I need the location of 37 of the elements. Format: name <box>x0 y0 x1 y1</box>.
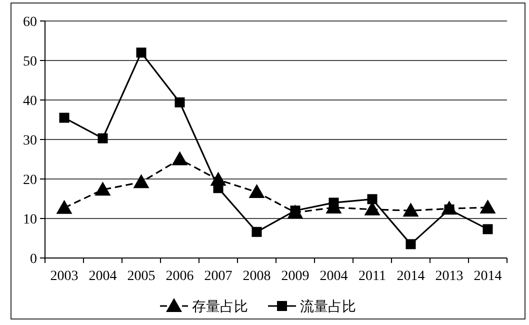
x-tick-label: 2003 <box>50 269 78 284</box>
x-tick-label: 2009 <box>281 269 310 284</box>
y-tick-label: 50 <box>23 54 37 70</box>
point <box>59 112 70 123</box>
point <box>174 97 185 108</box>
point <box>367 194 378 204</box>
point <box>328 198 339 208</box>
x-tick-label: 2013 <box>435 269 464 284</box>
y-tick-label: 30 <box>23 134 37 148</box>
point <box>482 224 493 234</box>
point <box>248 184 265 198</box>
x-tick-label: 2014 <box>396 269 425 284</box>
x-tick-label: 2007 <box>204 269 232 284</box>
point <box>136 48 146 58</box>
point <box>402 202 419 217</box>
point <box>56 200 72 214</box>
x-tick-label: 2005 <box>127 269 156 284</box>
y-tick-label: 20 <box>23 173 37 188</box>
legend-label: 流量占比 <box>300 299 356 315</box>
x-tick-label: 2008 <box>242 269 271 284</box>
y-tick-label: 60 <box>23 15 37 30</box>
point <box>172 151 188 166</box>
point <box>98 133 108 144</box>
x-tick-label: 2004 <box>320 269 348 284</box>
x-tick-label: 2011 <box>358 269 386 284</box>
legend-label: 存量占比 <box>192 299 248 315</box>
point <box>406 239 416 250</box>
point <box>252 226 262 237</box>
y-tick-label: 10 <box>23 212 37 228</box>
x-tick-label: 2006 <box>166 269 194 284</box>
y-tick-label: 40 <box>23 94 37 109</box>
point <box>480 199 496 214</box>
point <box>94 182 111 196</box>
y-tick-label: 0 <box>30 252 37 267</box>
x-tick-label: 2004 <box>88 269 117 284</box>
point <box>133 174 150 188</box>
x-tick-label: 2014 <box>474 269 502 284</box>
